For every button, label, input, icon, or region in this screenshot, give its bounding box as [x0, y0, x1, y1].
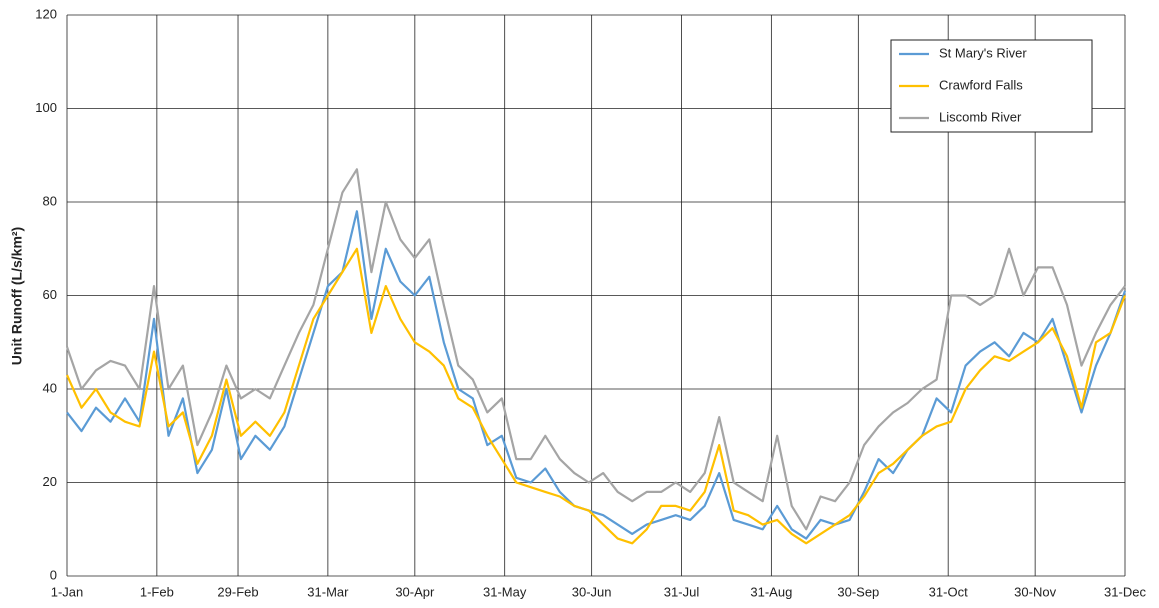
- legend-label: Liscomb River: [939, 109, 1022, 124]
- x-tick-label: 31-May: [483, 584, 527, 599]
- x-tick-label: 30-Jun: [572, 584, 612, 599]
- series-line: [66, 210, 1127, 540]
- x-tick-label: 30-Nov: [1014, 584, 1056, 599]
- x-tick-label: 1-Jan: [51, 584, 84, 599]
- series-line: [65, 247, 1127, 545]
- y-tick-label: 40: [43, 380, 57, 395]
- y-tick-label: 100: [35, 100, 57, 115]
- x-tick-label: 30-Apr: [395, 584, 435, 599]
- x-tick-label: 30-Sep: [837, 584, 879, 599]
- series-line: [65, 168, 1126, 531]
- x-tick-label: 31-Mar: [307, 584, 349, 599]
- x-tick-label: 29-Feb: [217, 584, 258, 599]
- y-tick-label: 120: [35, 6, 57, 21]
- y-tick-label: 80: [43, 193, 57, 208]
- x-tick-label: 1-Feb: [140, 584, 174, 599]
- y-tick-label: 20: [43, 474, 57, 489]
- legend-label: Crawford Falls: [939, 77, 1023, 92]
- x-tick-label: 31-Jul: [664, 584, 700, 599]
- y-tick-label: 0: [50, 567, 57, 582]
- x-tick-label: 31-Dec: [1104, 584, 1146, 599]
- y-axis-label: Unit Runoff (L/s/km²): [9, 227, 25, 365]
- legend-label: St Mary's River: [939, 45, 1027, 60]
- x-tick-label: 31-Oct: [929, 584, 968, 599]
- y-tick-label: 60: [43, 287, 57, 302]
- x-tick-label: 31-Aug: [750, 584, 792, 599]
